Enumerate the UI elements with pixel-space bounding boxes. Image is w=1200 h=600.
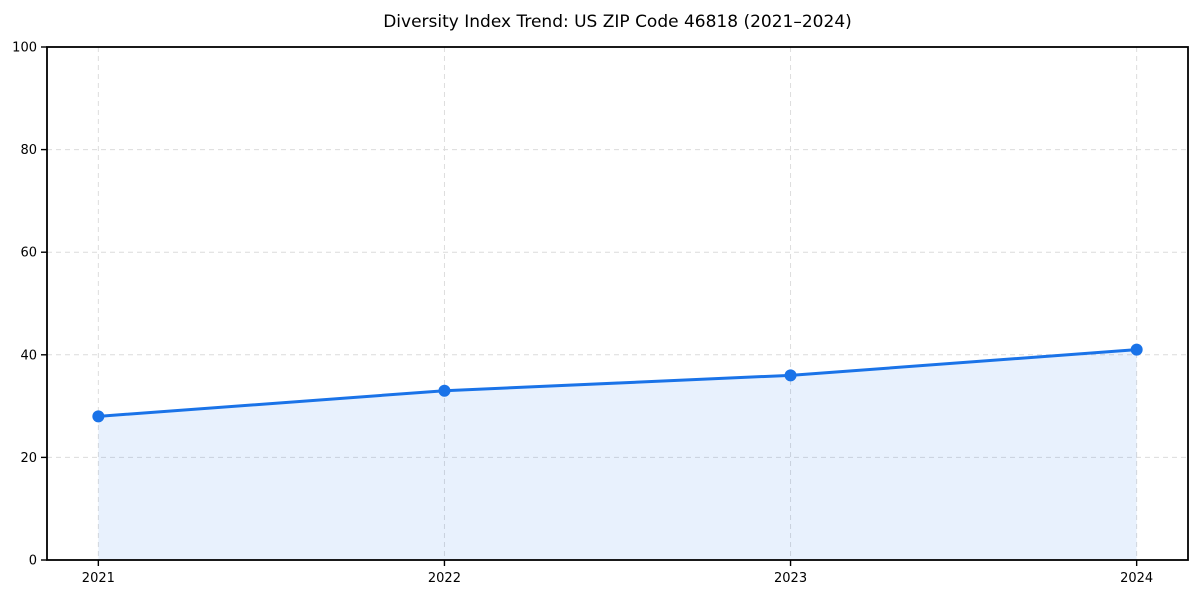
plot-border <box>46 46 1189 561</box>
chart-title: Diversity Index Trend: US ZIP Code 46818… <box>383 12 852 32</box>
y-tick-label: 40 <box>20 348 37 363</box>
series-area-fill <box>98 349 1137 560</box>
series-data-point <box>438 384 451 397</box>
series-data-point <box>1130 343 1143 356</box>
y-tick-label: 100 <box>12 41 37 56</box>
x-tick-label: 2023 <box>774 571 807 586</box>
series-data-point <box>784 369 797 382</box>
series-data-point <box>92 410 105 423</box>
x-tick-label: 2021 <box>82 571 115 586</box>
y-tick-label: 60 <box>20 246 37 261</box>
series-trend-line <box>96 348 1139 418</box>
y-tick-label: 0 <box>29 554 37 569</box>
y-tick-label: 80 <box>20 143 37 158</box>
x-tick-label: 2022 <box>428 571 461 586</box>
y-tick-label: 20 <box>20 451 37 466</box>
x-tick-label: 2024 <box>1120 571 1153 586</box>
